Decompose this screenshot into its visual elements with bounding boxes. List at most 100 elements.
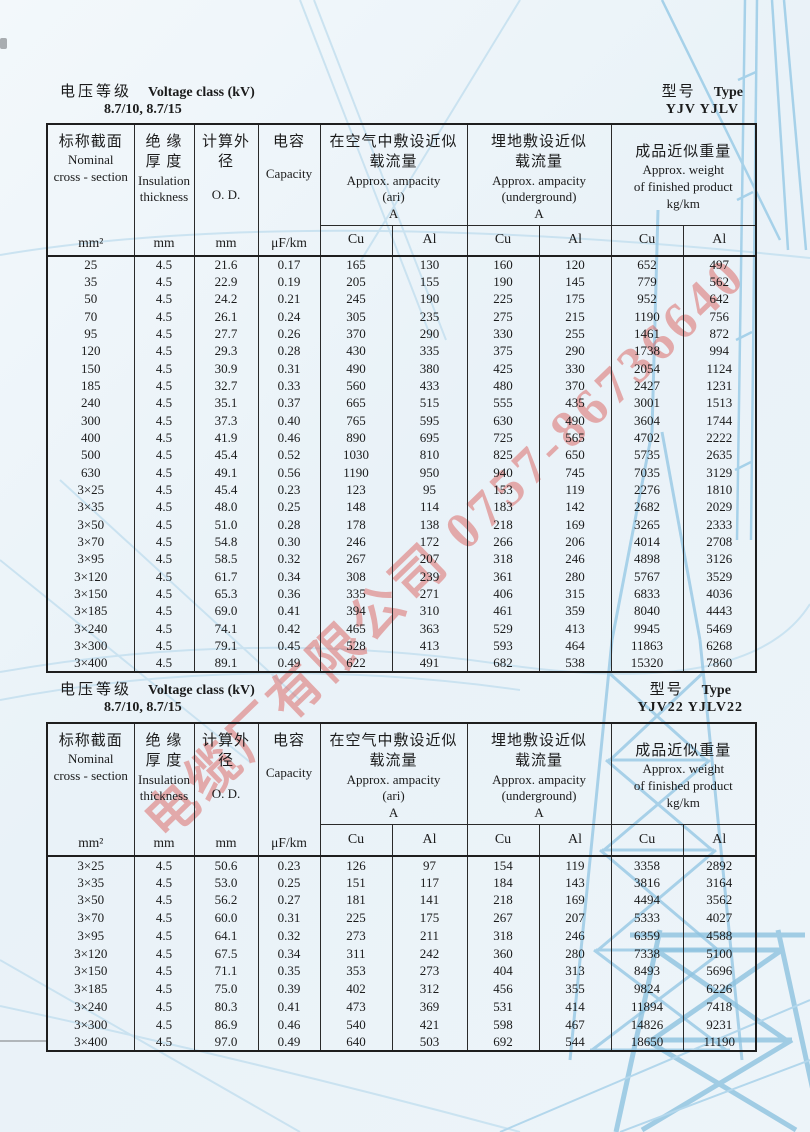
- cell-underground-cu: 218: [466, 515, 540, 533]
- cell-od: 26.1: [193, 307, 259, 325]
- cell-capacity: 0.27: [257, 891, 321, 909]
- cell-air-cu: 225: [319, 908, 393, 927]
- cell-weight-cu: 2427: [610, 376, 684, 395]
- cell-weight-cu: 3265: [610, 515, 684, 533]
- cell-underground-al: 467: [538, 1015, 612, 1033]
- cell-weight-cu: 7035: [610, 463, 684, 481]
- table-body-yjv: 25 4.5 21.6 0.17 165 130 160 120 652 497…: [46, 255, 757, 672]
- cell-air-cu: 245: [319, 290, 393, 308]
- cell-cross-section: 3×120: [46, 944, 135, 962]
- cell-underground-cu: 404: [466, 961, 540, 980]
- cell-air-al: 433: [391, 376, 468, 395]
- cell-underground-cu: 692: [466, 1032, 540, 1051]
- cell-weight-cu: 652: [610, 255, 684, 273]
- cell-underground-cu: 183: [466, 498, 540, 516]
- cell-air-al: 335: [391, 342, 468, 360]
- cell-air-cu: 205: [319, 273, 393, 291]
- table-row: 3×300 4.5 86.9 0.46 540 421 598 467 1482…: [46, 1015, 757, 1033]
- cell-insulation-thickness: 4.5: [133, 979, 195, 998]
- cell-insulation-thickness: 4.5: [133, 411, 195, 429]
- cell-air-al: 141: [391, 891, 468, 909]
- cell-cross-section: 185: [46, 376, 135, 395]
- cell-od: 21.6: [193, 255, 259, 273]
- table-row: 3×120 4.5 67.5 0.34 311 242 360 280 7338…: [46, 944, 757, 962]
- cell-underground-al: 355: [538, 979, 612, 998]
- cell-air-al: 491: [391, 654, 468, 672]
- cell-underground-cu: 184: [466, 873, 540, 892]
- table-row: 3×95 4.5 64.1 0.32 273 211 318 246 6359 …: [46, 926, 757, 945]
- col-header-cross-section: 标称截面 Nominal cross - section mm²: [46, 123, 135, 257]
- cell-weight-al: 6268: [682, 636, 757, 655]
- cell-air-al: 950: [391, 463, 468, 481]
- cell-insulation-thickness: 4.5: [133, 480, 195, 499]
- col-header-od: 计算外径 O. D. mm: [193, 123, 259, 257]
- subheader-al: Al: [538, 824, 612, 857]
- cell-underground-al: 414: [538, 997, 612, 1016]
- subheader-cu: Cu: [466, 225, 540, 257]
- cell-underground-al: 650: [538, 446, 612, 464]
- cell-underground-al: 359: [538, 602, 612, 620]
- cell-cross-section: 3×150: [46, 961, 135, 980]
- cell-air-al: 172: [391, 532, 468, 551]
- table-row: 3×70 4.5 60.0 0.31 225 175 267 207 5333 …: [46, 908, 757, 927]
- cell-capacity: 0.28: [257, 342, 321, 360]
- cell-insulation-thickness: 4.5: [133, 324, 195, 343]
- cell-underground-cu: 330: [466, 324, 540, 343]
- cell-air-al: 695: [391, 428, 468, 447]
- cell-insulation-thickness: 4.5: [133, 550, 195, 568]
- cell-underground-al: 370: [538, 376, 612, 395]
- cell-underground-al: 544: [538, 1032, 612, 1051]
- cell-underground-al: 280: [538, 944, 612, 962]
- cell-air-al: 515: [391, 394, 468, 412]
- cell-insulation-thickness: 4.5: [133, 926, 195, 945]
- cell-capacity: 0.31: [257, 359, 321, 377]
- cell-underground-cu: 940: [466, 463, 540, 481]
- cell-air-cu: 473: [319, 997, 393, 1016]
- cell-air-al: 211: [391, 926, 468, 945]
- cell-capacity: 0.25: [257, 873, 321, 892]
- cell-weight-al: 562: [682, 273, 757, 291]
- cell-od: 51.0: [193, 515, 259, 533]
- cell-insulation-thickness: 4.5: [133, 567, 195, 585]
- voltage-values: 8.7/10, 8.7/15: [104, 700, 182, 715]
- table-row: 3×70 4.5 54.8 0.30 246 172 266 206 4014 …: [46, 532, 757, 551]
- cell-weight-cu: 11894: [610, 997, 684, 1016]
- cell-cross-section: 3×50: [46, 515, 135, 533]
- cell-od: 48.0: [193, 498, 259, 516]
- cell-cross-section: 35: [46, 273, 135, 291]
- cell-cross-section: 50: [46, 290, 135, 308]
- cell-cross-section: 3×25: [46, 480, 135, 499]
- table-row: 95 4.5 27.7 0.26 370 290 330 255 1461 87…: [46, 324, 757, 343]
- cell-underground-al: 215: [538, 307, 612, 325]
- cell-insulation-thickness: 4.5: [133, 498, 195, 516]
- cell-underground-cu: 425: [466, 359, 540, 377]
- cell-cross-section: 3×35: [46, 498, 135, 516]
- cell-air-cu: 465: [319, 619, 393, 637]
- cell-underground-al: 246: [538, 550, 612, 568]
- cell-od: 74.1: [193, 619, 259, 637]
- cell-insulation-thickness: 4.5: [133, 307, 195, 325]
- cell-weight-al: 1124: [682, 359, 757, 377]
- subheader-al: Al: [391, 824, 468, 857]
- cell-underground-cu: 825: [466, 446, 540, 464]
- cell-cross-section: 3×150: [46, 584, 135, 603]
- table-row: 50 4.5 24.2 0.21 245 190 225 175 952 642: [46, 290, 757, 308]
- cell-cross-section: 3×240: [46, 997, 135, 1016]
- cell-weight-cu: 14826: [610, 1015, 684, 1033]
- cell-weight-cu: 3001: [610, 394, 684, 412]
- subheader-cu: Cu: [610, 225, 684, 257]
- col-header-insulation: 绝 缘 厚 度 Insulation thickness mm: [133, 123, 195, 257]
- cell-underground-al: 280: [538, 567, 612, 585]
- group-header-weight: 成品近似重量 Approx. weight of finished produc…: [610, 722, 757, 826]
- type-cn-label: 型号: [649, 682, 684, 698]
- cell-od: 29.3: [193, 342, 259, 360]
- cell-insulation-thickness: 4.5: [133, 394, 195, 412]
- cell-capacity: 0.34: [257, 944, 321, 962]
- cell-air-al: 271: [391, 584, 468, 603]
- cell-air-al: 117: [391, 873, 468, 892]
- spec-table-yjv: 标称截面 Nominal cross - section mm² 绝 缘 厚 度…: [46, 123, 758, 673]
- cell-cross-section: 3×300: [46, 1015, 135, 1033]
- table-row: 70 4.5 26.1 0.24 305 235 275 215 1190 75…: [46, 307, 757, 325]
- cell-underground-al: 142: [538, 498, 612, 516]
- cell-underground-cu: 630: [466, 411, 540, 429]
